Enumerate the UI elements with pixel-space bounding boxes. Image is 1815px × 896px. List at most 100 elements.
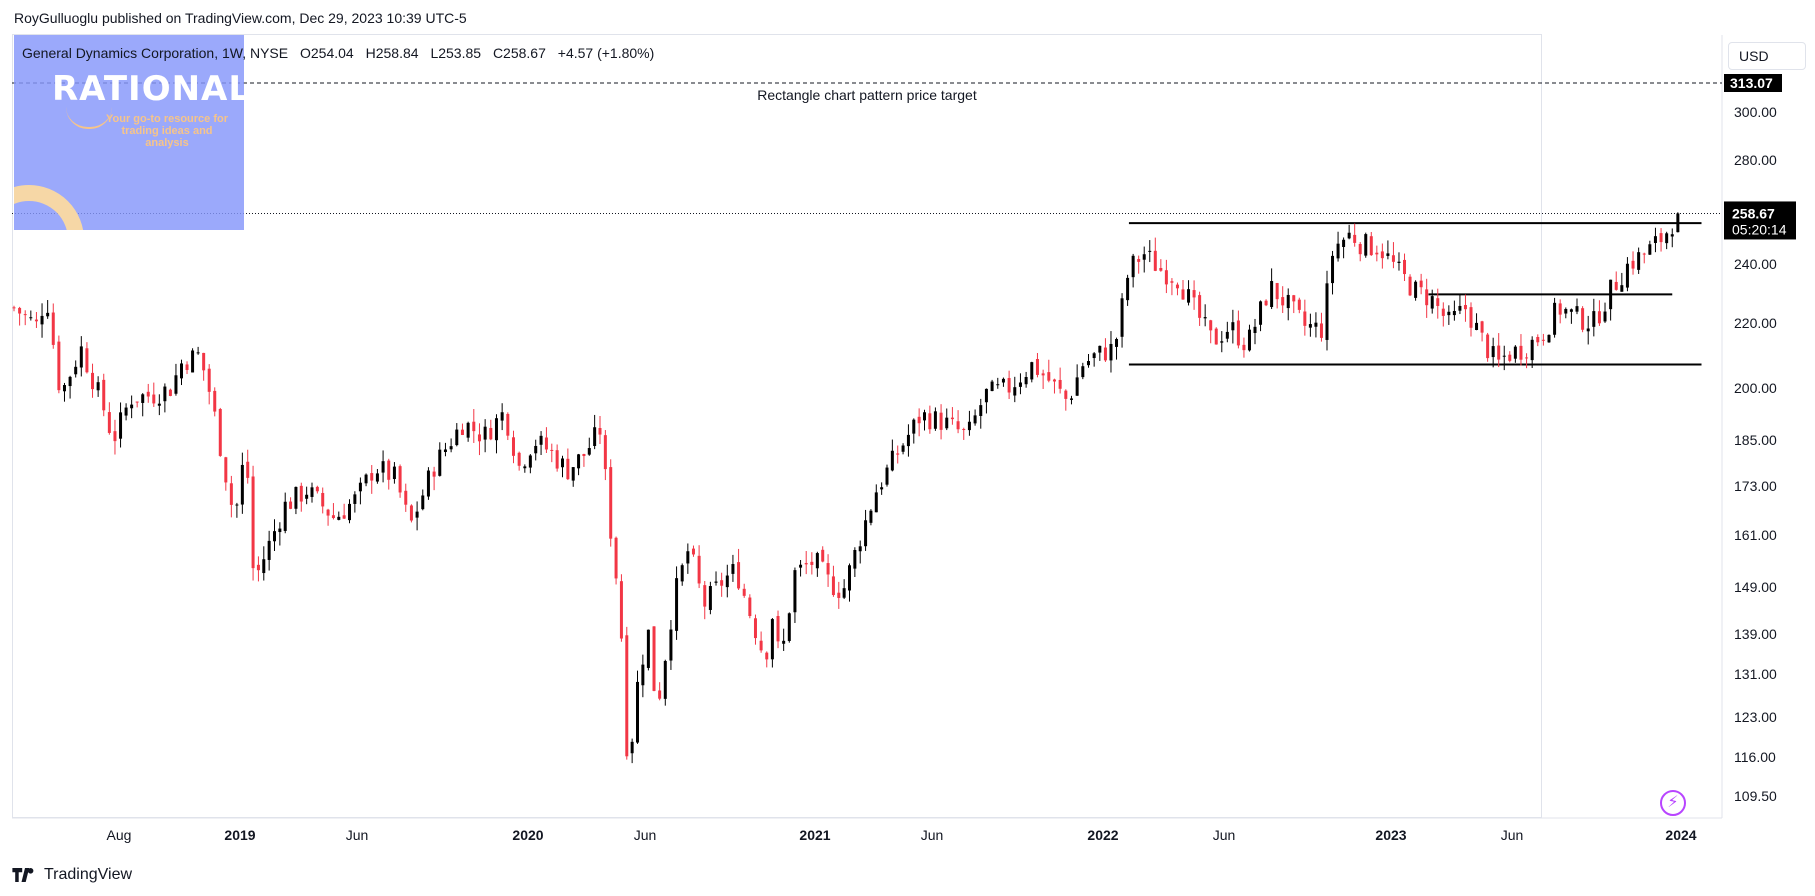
tradingview-logo[interactable]: TradingView [12, 866, 132, 884]
candle-body [321, 492, 325, 507]
candle-body [731, 564, 735, 574]
candle-body [179, 363, 183, 379]
candle-body [240, 464, 244, 505]
candle-body [1553, 302, 1557, 335]
candle-body [1109, 343, 1113, 361]
candle-body [1541, 339, 1545, 341]
lightning-icon[interactable]: ⚡ [1660, 790, 1686, 816]
candle-body [703, 585, 707, 607]
candle-body [251, 476, 255, 569]
candle-body [1308, 324, 1312, 328]
candle-body [174, 375, 178, 394]
candle-body [571, 467, 575, 481]
price-change: +4.57 (+1.80%) [557, 45, 655, 61]
candle-body [646, 629, 650, 668]
candle-body [799, 564, 803, 568]
candle-body [630, 741, 634, 754]
candle-body [1041, 373, 1045, 376]
candle-body [1175, 284, 1179, 289]
candle-body [404, 490, 408, 505]
candle-body [890, 450, 894, 471]
candle-body [107, 412, 111, 433]
candle-body [826, 563, 830, 575]
candle-body [636, 681, 639, 743]
symbol-legend[interactable]: General Dynamics Corporation, 1W, NYSE O… [22, 45, 654, 61]
price-tick-label: 149.00 [1734, 579, 1777, 595]
currency-button[interactable]: USD [1728, 42, 1806, 70]
arc-logo-icon [14, 185, 84, 230]
candle-body [1064, 390, 1068, 399]
candle-body [967, 421, 971, 431]
candle-body [1081, 366, 1085, 378]
candle-body [310, 487, 314, 497]
candle-body [1013, 387, 1017, 396]
candle-body [449, 446, 453, 450]
candle-body [353, 494, 357, 504]
candle-body [1126, 277, 1130, 301]
time-tick-label: 2019 [224, 827, 255, 843]
candle-body [1458, 305, 1462, 311]
price-tick-label: 139.00 [1734, 626, 1777, 642]
candle-body [511, 437, 515, 456]
candle-body [191, 350, 195, 373]
candle-body [1203, 317, 1207, 319]
candle-body [765, 652, 769, 660]
candle-body [869, 510, 873, 523]
candle-body [1286, 294, 1290, 309]
candle-body [880, 487, 884, 490]
candle-body [1052, 379, 1056, 382]
candle-body [1547, 334, 1551, 343]
candle-body [1631, 260, 1635, 269]
price-tick-label: 109.50 [1734, 788, 1777, 804]
candle-body [91, 372, 95, 390]
candle-body [956, 421, 960, 430]
candle-body [1075, 377, 1079, 396]
candle-body [782, 640, 786, 644]
candle-body [917, 416, 921, 424]
candle-body [896, 453, 900, 455]
candle-body [1425, 289, 1429, 306]
candle-body [928, 413, 932, 430]
candle-body [787, 613, 791, 641]
candle-body [267, 540, 271, 560]
candle-body [697, 555, 701, 584]
candle-body [1463, 305, 1467, 310]
candle-body [652, 626, 656, 691]
price-tick-label: 300.00 [1734, 104, 1777, 120]
candle-body [848, 565, 851, 591]
candle-body [577, 454, 581, 469]
candle-body [392, 466, 396, 480]
price-tick-label: 173.00 [1734, 478, 1777, 494]
candle-body [381, 461, 385, 473]
last-price-badge [1724, 201, 1796, 240]
symbol-name[interactable]: General Dynamics Corporation, 1W, NYSE [22, 45, 289, 61]
candle-body [348, 503, 351, 521]
candle-body [1142, 254, 1146, 260]
candle-body [1353, 234, 1357, 243]
candle-body [494, 418, 498, 441]
price-tick-label: 131.00 [1734, 666, 1777, 682]
candle-body [996, 384, 1000, 386]
candle-body [1530, 339, 1534, 361]
candle-body [1513, 346, 1517, 359]
candle-body [885, 467, 889, 485]
candle-body [130, 404, 134, 409]
candle-body [432, 471, 436, 477]
candle-body [1018, 382, 1022, 387]
time-tick-label: 2021 [799, 827, 830, 843]
candle-body [229, 483, 233, 505]
candle-body [1375, 252, 1379, 255]
candle-body [837, 592, 841, 598]
candle-body [262, 559, 266, 574]
candle-body [1281, 297, 1285, 306]
candle-body [506, 413, 510, 436]
candle-body [1597, 311, 1601, 324]
candle-body [1209, 320, 1213, 331]
candle-body [680, 565, 684, 582]
candle-body [283, 501, 287, 531]
tradingview-icon [12, 868, 34, 882]
candle-body [1170, 281, 1174, 283]
candle-body [218, 409, 222, 456]
candle-body [124, 407, 128, 416]
